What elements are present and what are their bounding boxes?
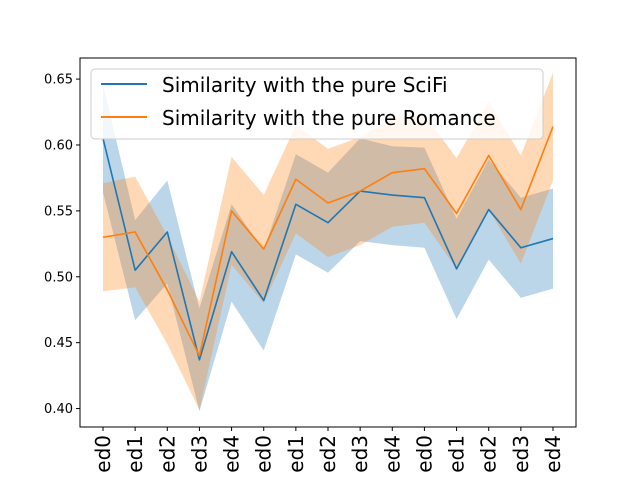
x-tick-label: ed4 bbox=[220, 435, 244, 473]
x-tick-label: ed0 bbox=[412, 435, 436, 473]
x-tick-label: ed0 bbox=[91, 435, 115, 473]
x-tick-label: ed4 bbox=[541, 435, 565, 473]
y-tick-label: 0.45 bbox=[44, 336, 73, 351]
x-tick-label: ed3 bbox=[348, 435, 372, 473]
y-axis: 0.40 0.45 0.50 0.55 0.60 0.65 bbox=[44, 73, 80, 417]
y-tick-label: 0.65 bbox=[44, 73, 73, 88]
legend-box bbox=[90, 68, 544, 140]
y-tick-label: 0.55 bbox=[44, 204, 73, 219]
y-tick-label: 0.60 bbox=[44, 138, 73, 153]
x-tick-label: ed1 bbox=[284, 435, 308, 473]
confidence-bands bbox=[103, 72, 553, 412]
y-tick-label: 0.50 bbox=[44, 270, 73, 285]
x-tick-label: ed2 bbox=[477, 435, 501, 473]
y-tick-label: 0.40 bbox=[44, 402, 73, 417]
x-axis: ed0 ed1 ed2 ed3 ed4 ed0 ed1 ed2 ed3 ed4 ed0 ed1 ed2 e… bbox=[91, 427, 565, 473]
x-tick-label: ed1 bbox=[123, 435, 147, 473]
series-lines bbox=[102, 126, 554, 361]
x-tick-label: ed1 bbox=[445, 435, 469, 473]
x-tick-label: ed2 bbox=[155, 435, 179, 473]
x-tick-label: ed3 bbox=[509, 435, 533, 473]
x-tick-label: ed4 bbox=[380, 435, 404, 473]
legend-label-scifi: Similarity with the pure SciFi bbox=[162, 73, 448, 97]
x-tick-label: ed0 bbox=[252, 435, 276, 473]
band-romance bbox=[103, 72, 553, 410]
x-tick-label: ed3 bbox=[187, 435, 211, 473]
x-tick-label: ed2 bbox=[316, 435, 340, 473]
band-scifi bbox=[103, 84, 553, 412]
legend-label-romance: Similarity with the pure Romance bbox=[162, 106, 496, 130]
legend: Similarity with the pure SciFi Similarit… bbox=[90, 68, 544, 140]
